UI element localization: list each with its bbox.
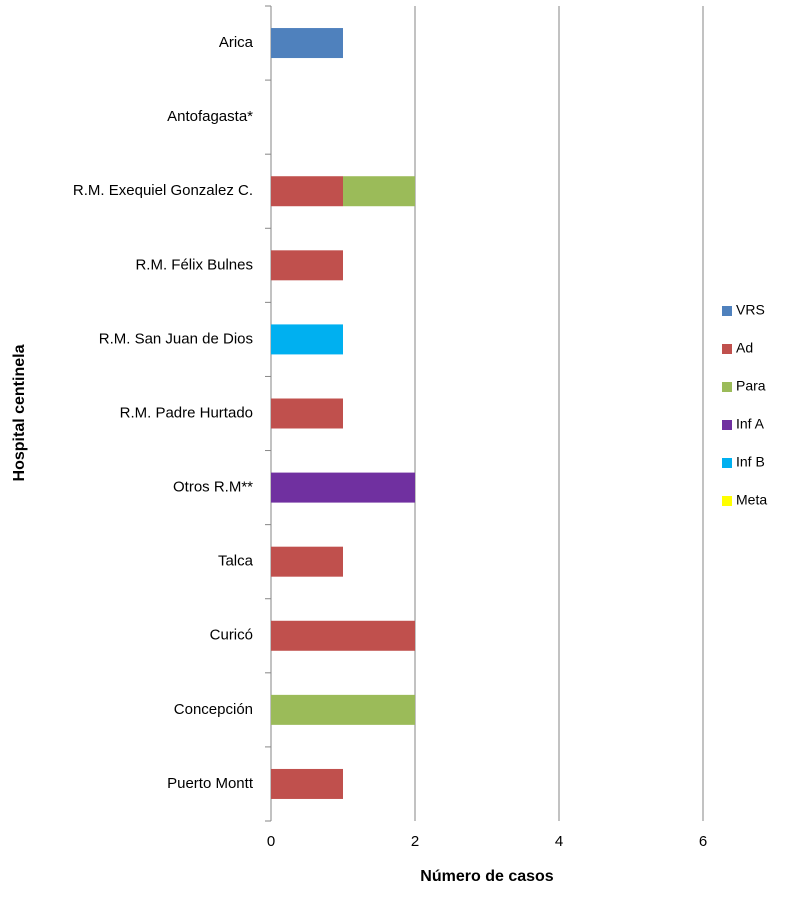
y-tick-label: Puerto Montt: [167, 775, 254, 792]
bar-segment: [271, 324, 343, 355]
legend-label: Para: [736, 378, 766, 394]
bar-segment: [271, 176, 343, 207]
legend-label: Ad: [736, 340, 753, 356]
bar-segment: [271, 472, 415, 503]
y-tick-label: R.M. Padre Hurtado: [120, 404, 253, 421]
y-tick-label: Concepción: [174, 701, 253, 718]
bar-segment: [343, 176, 415, 207]
x-axis-title: Número de casos: [420, 868, 553, 885]
bar-segment: [271, 250, 343, 281]
y-tick-label: R.M. Exequiel Gonzalez C.: [73, 182, 253, 199]
bar-segment: [271, 546, 343, 577]
y-tick-label: R.M. Félix Bulnes: [135, 256, 253, 273]
legend-swatch: [722, 458, 732, 468]
legend-swatch: [722, 382, 732, 392]
y-tick-label: R.M. San Juan de Dios: [99, 330, 253, 347]
bar-segment: [271, 398, 343, 429]
legend-swatch: [722, 496, 732, 506]
legend-swatch: [722, 344, 732, 354]
x-tick-label: 2: [411, 833, 419, 850]
y-tick-label: Arica: [219, 34, 254, 51]
legend-label: VRS: [736, 302, 765, 318]
legend-swatch: [722, 420, 732, 430]
y-tick-label: Talca: [218, 553, 254, 570]
y-axis-title: Hospital centinela: [11, 344, 28, 481]
x-tick-label: 0: [267, 833, 275, 850]
y-tick-label: Antofagasta*: [167, 108, 253, 125]
y-tick-label: Curicó: [210, 627, 253, 644]
bar-segment: [271, 620, 415, 651]
bar-segment: [271, 28, 343, 59]
legend-label: Inf A: [736, 416, 765, 432]
bar-segment: [271, 768, 343, 799]
legend-swatch: [722, 306, 732, 316]
x-tick-label: 4: [555, 833, 563, 850]
legend-label: Meta: [736, 492, 767, 508]
y-tick-label: Otros R.M**: [173, 479, 253, 496]
legend-label: Inf B: [736, 454, 765, 470]
bar-segment: [271, 694, 415, 725]
x-tick-label: 6: [699, 833, 707, 850]
